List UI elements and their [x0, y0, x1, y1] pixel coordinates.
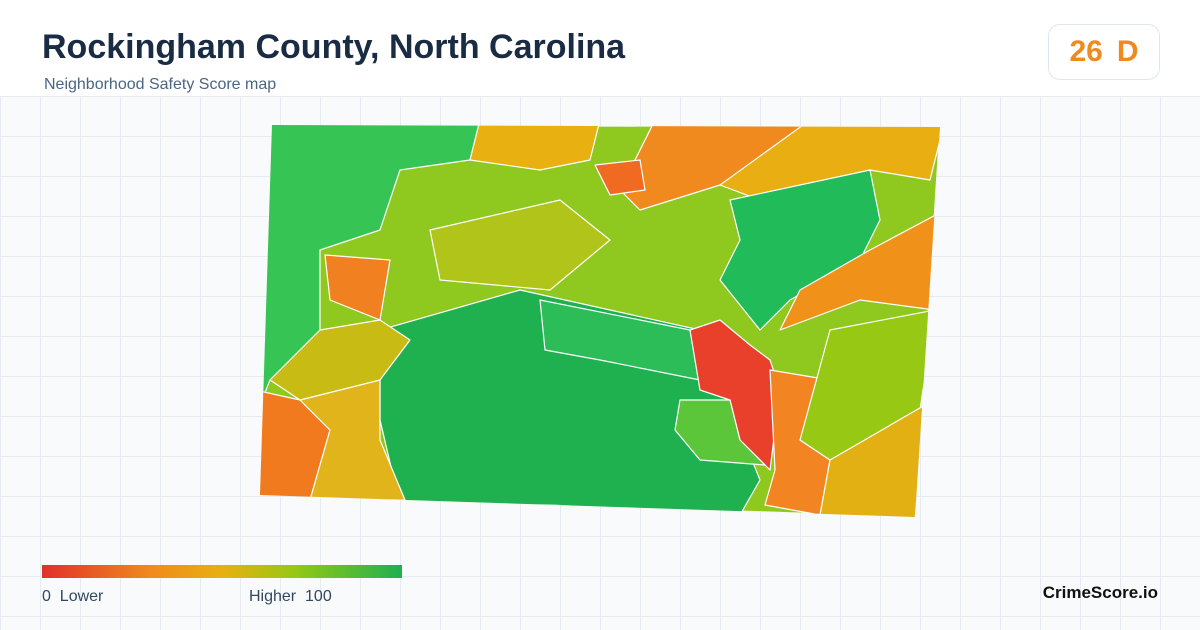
brand: CrimeScore.io [1042, 583, 1158, 602]
legend-max: Higher 100 [249, 588, 332, 606]
region [269, 319, 411, 401]
region [674, 399, 766, 466]
legend-max-label: Higher [249, 588, 297, 605]
score-value: 26 [1069, 35, 1103, 68]
subtitle: Neighborhood Safety Score map [44, 76, 277, 93]
region [429, 199, 611, 291]
legend-gradient [42, 565, 402, 578]
region [719, 169, 881, 331]
regions [260, 125, 940, 517]
legend-min-label: Lower [59, 588, 104, 605]
header: Rockingham County, North Carolina Neighb… [0, 0, 1200, 97]
region [539, 299, 701, 381]
score-grade: D [1116, 35, 1139, 68]
region [594, 159, 646, 196]
score-badge: 26 D [1048, 24, 1160, 80]
legend-max-value: 100 [305, 588, 332, 605]
title: Rockingham County, North Carolina [42, 28, 626, 66]
legend-min-value: 0 [42, 588, 51, 605]
region [819, 404, 926, 517]
legend-min: 0 Lower [42, 588, 103, 606]
region [469, 125, 601, 171]
